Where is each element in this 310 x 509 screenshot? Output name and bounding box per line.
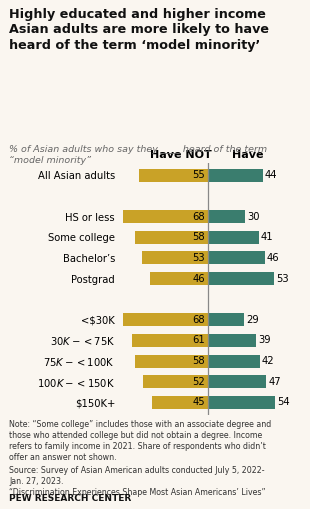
Text: 68: 68 [193,212,205,221]
Text: Note: “Some college” includes those with an associate degree and
those who atten: Note: “Some college” includes those with… [9,420,272,462]
Bar [208,251,265,264]
Bar [150,272,208,285]
Bar [139,169,208,182]
Bar [208,231,259,244]
Bar [123,314,208,326]
Bar [208,376,266,388]
Bar [208,169,263,182]
Text: 68: 68 [193,315,205,325]
Text: 55: 55 [193,171,205,180]
Text: 42: 42 [262,356,275,366]
Text: 45: 45 [193,398,205,407]
Bar [208,355,260,367]
Text: Have: Have [232,150,264,160]
Text: 39: 39 [258,335,271,346]
Text: 53: 53 [193,253,205,263]
Bar [143,376,208,388]
Bar [208,272,274,285]
Text: 54: 54 [277,398,290,407]
Text: 29: 29 [246,315,259,325]
Text: 46: 46 [267,253,280,263]
Bar [131,334,208,347]
Bar [135,355,208,367]
Text: 58: 58 [193,232,205,242]
Bar [208,314,244,326]
Bar [123,210,208,223]
Bar [152,396,208,409]
Text: 44: 44 [264,171,277,180]
Text: PEW RESEARCH CENTER: PEW RESEARCH CENTER [9,494,131,503]
Text: 46: 46 [193,273,205,284]
Text: Source: Survey of Asian American adults conducted July 5, 2022-
Jan. 27, 2023.
“: Source: Survey of Asian American adults … [9,466,266,497]
Text: % of Asian adults who say they ____ heard of the term
“model minority”: % of Asian adults who say they ____ hear… [9,145,268,165]
Text: 47: 47 [268,377,281,387]
Text: 61: 61 [193,335,205,346]
Text: 41: 41 [261,232,273,242]
Text: 53: 53 [276,273,288,284]
Text: Highly educated and higher income
Asian adults are more likely to have
heard of : Highly educated and higher income Asian … [9,8,269,51]
Bar [208,210,245,223]
Bar [142,251,208,264]
Text: 30: 30 [247,212,259,221]
Bar [208,334,256,347]
Text: Have NOT: Have NOT [150,150,212,160]
Text: 52: 52 [193,377,205,387]
Text: 58: 58 [193,356,205,366]
Bar [208,396,275,409]
Bar [135,231,208,244]
